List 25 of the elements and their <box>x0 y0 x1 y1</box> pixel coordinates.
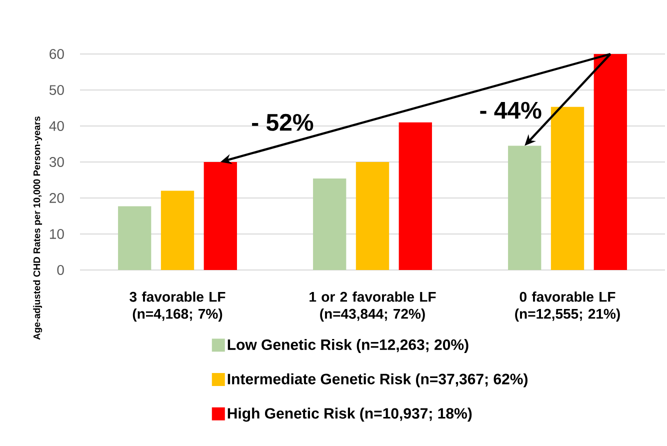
y-tick-label: 10 <box>50 229 64 239</box>
annotation: - 44% <box>480 102 542 119</box>
bar <box>550 106 584 270</box>
y-tick-label: 30 <box>49 157 64 167</box>
legend-label: Low Genetic Risk (n=12,263; 20%) <box>228 338 468 353</box>
bar <box>160 190 194 270</box>
bar <box>508 146 542 270</box>
bar <box>594 54 627 270</box>
bar <box>398 122 432 270</box>
bar <box>204 162 237 270</box>
y-axis-title: Age-adjusted CHD Rates per 10,000 Person-years <box>33 116 42 340</box>
x-tick-label: 0 favorable LF (n=12,555; 21%) <box>515 292 620 322</box>
x-tick-label: 1 or 2 favorable LF (n=43,844; 72%) <box>310 292 436 322</box>
y-tick-label: 20 <box>50 193 64 203</box>
x-tick-label: 3 favorable LF (n=4,168; 7%) <box>130 292 226 322</box>
bar <box>118 206 152 270</box>
y-tick-label: 60 <box>50 49 64 59</box>
y-tick-label: 40 <box>49 121 64 131</box>
annotation: - 52% <box>252 114 314 131</box>
y-tick-label: 50 <box>49 85 64 95</box>
y-tick-label: 0 <box>57 265 64 275</box>
bar <box>313 178 346 270</box>
legend-label: High Genetic Risk (n=10,937; 18%) <box>228 408 472 422</box>
bar <box>356 162 390 270</box>
legend-label: Intermediate Genetic Risk (n=37,367; 62%) <box>228 373 528 388</box>
